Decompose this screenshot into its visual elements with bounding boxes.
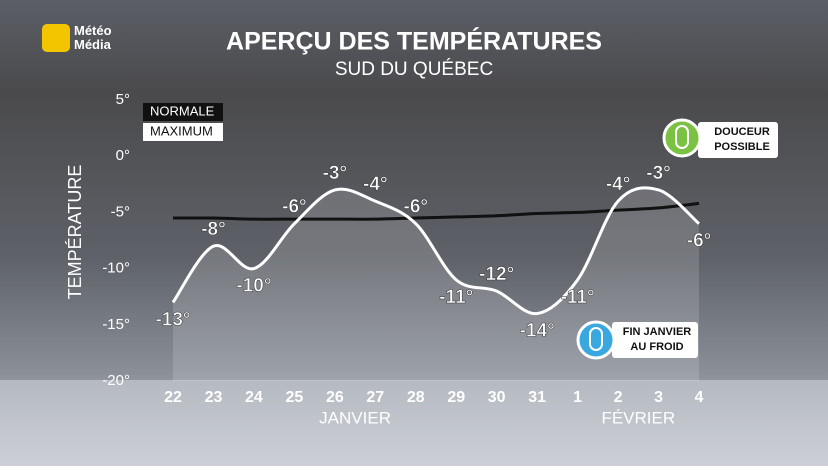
data-label: -8°: [201, 219, 226, 240]
x-tick-label: 24: [245, 389, 263, 406]
data-label: -11°: [561, 287, 595, 308]
data-label: -10°: [236, 276, 271, 297]
y-tick-label: -20°: [102, 372, 130, 389]
line: [172, 201, 700, 221]
x-tick-label: 30: [488, 389, 506, 406]
y-tick-label: -5°: [111, 203, 130, 220]
y-tick-label: -10°: [102, 260, 130, 277]
data-label: -11°: [439, 287, 473, 308]
chart-title: APERÇU DES TEMPÉRATURES: [226, 27, 602, 56]
annotation: DOUCEUR POSSIBLE: [714, 126, 770, 153]
x-tick-label: 27: [366, 389, 384, 406]
line: [171, 186, 701, 316]
data-label: -3°: [323, 163, 348, 184]
legend-swatch: [143, 103, 223, 121]
legend-swatch: [143, 123, 223, 141]
data-label: -14°: [520, 321, 555, 342]
y-tick-label: -15°: [102, 316, 130, 333]
data-label: -6°: [282, 197, 307, 218]
annotation-box: [612, 322, 698, 358]
legend-label: MAXIMUM: [150, 123, 213, 138]
x-tick-label: 29: [447, 389, 465, 406]
month-label: JANVIER: [319, 408, 391, 427]
x-tick-label: 28: [407, 389, 425, 406]
thermometer: [589, 327, 603, 351]
x-tick-label: 25: [285, 389, 303, 406]
x-tick-label: 2: [614, 389, 623, 406]
data-label: -6°: [687, 231, 712, 252]
y-tick-label: 5°: [116, 91, 130, 108]
x-tick-label: 1: [573, 389, 582, 406]
logo: Météo Média: [74, 23, 112, 52]
thermometer: [675, 125, 689, 149]
x-tick-label: 22: [164, 389, 182, 406]
logo-icon: [42, 24, 70, 52]
data-label: -4°: [363, 174, 388, 195]
annotation-box: [698, 122, 778, 158]
x-tick-label: 23: [205, 389, 223, 406]
x-tick-label: 4: [695, 389, 704, 406]
legend-label: NORMALE: [150, 103, 215, 118]
data-label: -6°: [404, 197, 429, 218]
annotation: FIN JANVIER AU FROID: [623, 326, 692, 353]
y-axis-title: TEMPÉRATURE: [65, 165, 85, 300]
cold-icon: [576, 320, 616, 360]
data-label: -13°: [155, 309, 190, 330]
x-tick-label: 3: [654, 389, 663, 406]
month-label: FÉVRIER: [601, 408, 675, 427]
data-label: -3°: [646, 163, 671, 184]
chart-subtitle: SUD DU QUÉBEC: [335, 59, 493, 80]
x-tick-label: 26: [326, 389, 344, 406]
warm-icon: [662, 118, 702, 158]
data-label: -12°: [479, 264, 514, 285]
y-tick-label: 0°: [116, 147, 130, 164]
snow: [0, 380, 828, 466]
x-tick-label: 31: [528, 389, 546, 406]
data-label: -4°: [606, 174, 631, 195]
area: [173, 187, 699, 381]
